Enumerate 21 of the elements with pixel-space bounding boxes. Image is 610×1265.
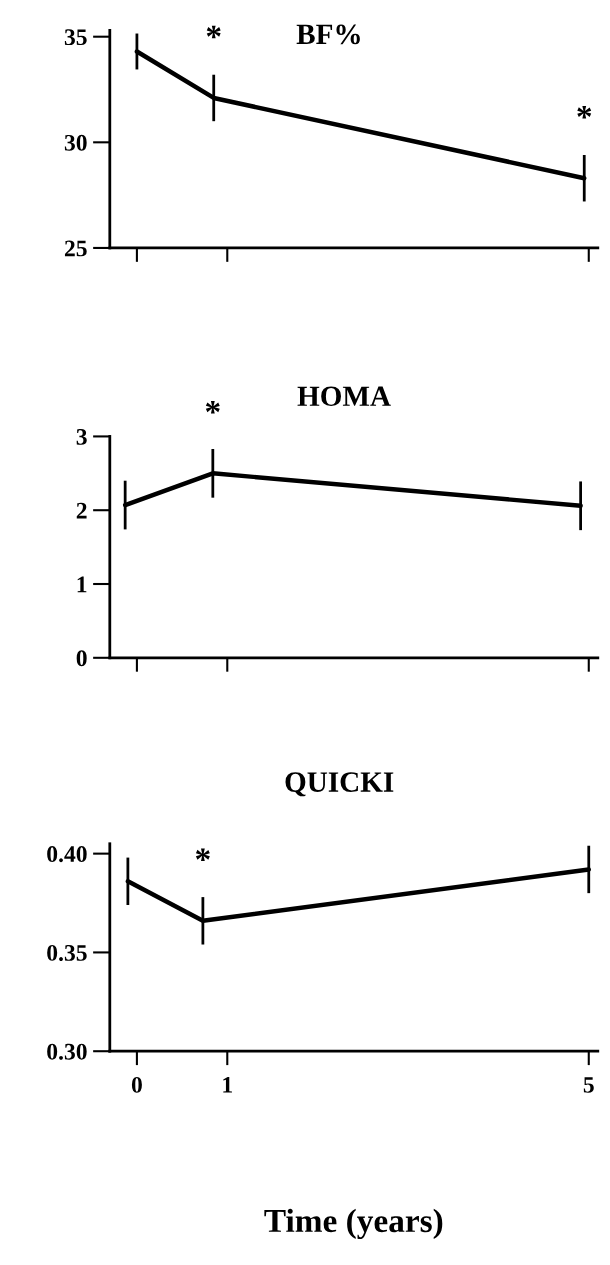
y-tick-label: 35 xyxy=(64,29,87,46)
y-tick-label: 1 xyxy=(77,576,87,593)
y-tick-label: 30 xyxy=(64,134,87,151)
x-tick-label: 5 xyxy=(583,1077,594,1093)
y-tick-label: 0.40 xyxy=(47,846,87,863)
y-tick-label: 0.35 xyxy=(47,944,87,961)
y-tick-label: 3 xyxy=(76,428,87,445)
y-tick-label: 0 xyxy=(76,650,87,667)
chart-title: BF% xyxy=(296,24,360,45)
annotation: * xyxy=(195,848,210,862)
annotation: * xyxy=(206,25,221,39)
x-tick-label: 1 xyxy=(223,1077,232,1093)
annotation: * xyxy=(577,105,592,119)
y-tick-label: 2 xyxy=(76,502,87,519)
y-tick-label: 0.30 xyxy=(47,1043,87,1060)
x-tick-label: 0 xyxy=(131,1076,142,1093)
chart-title: HOMA xyxy=(297,386,391,407)
annotation: * xyxy=(205,401,220,414)
x-axis-title: Time (years) xyxy=(264,1208,443,1240)
y-tick-label: 25 xyxy=(64,240,87,257)
chart-title: QUICKI xyxy=(285,772,394,797)
